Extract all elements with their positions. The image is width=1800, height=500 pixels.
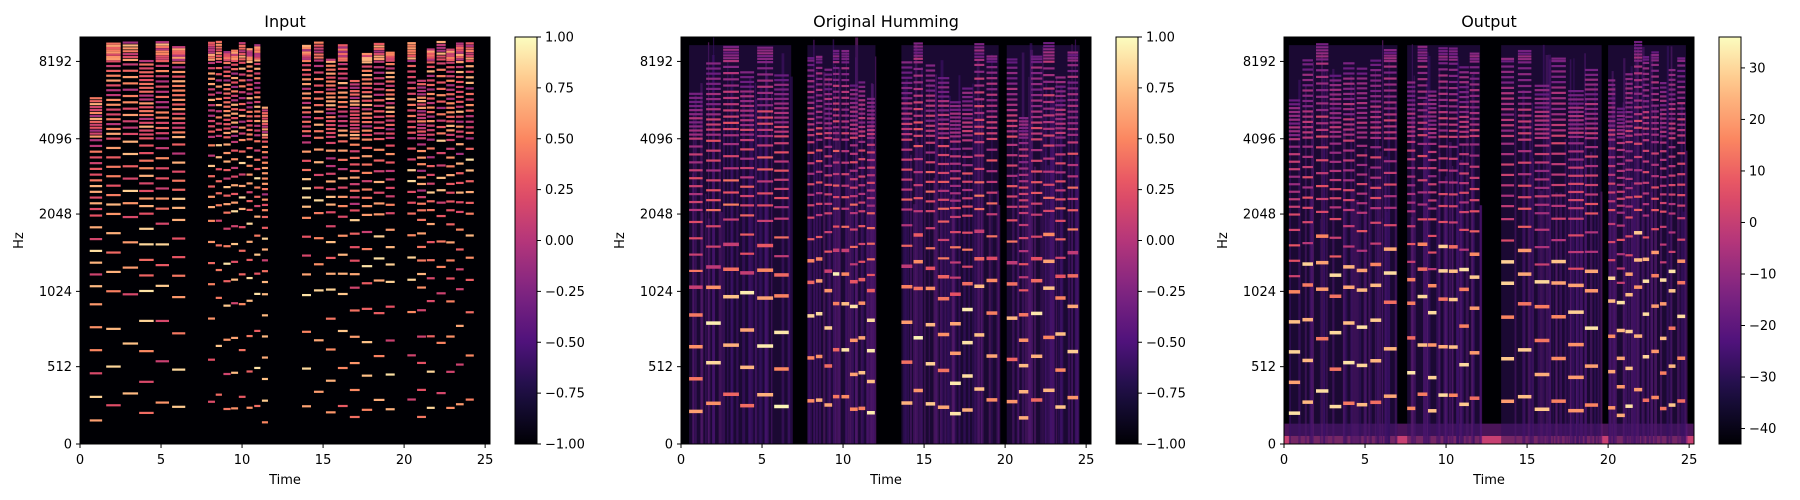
colorbar-tick-label: −1.00: [545, 438, 585, 453]
colorbar-tick-label: 20: [1749, 113, 1766, 128]
spectrogram-image: [89, 40, 474, 424]
colorbar-tick-label: −0.25: [545, 285, 585, 300]
y-tick-label: 2048: [1243, 208, 1276, 223]
colorbar-tick-label: 0.00: [1146, 234, 1175, 249]
colorbar-tick-label: 10: [1749, 164, 1766, 179]
x-tick-label: 5: [758, 453, 766, 468]
subplot-3: Output 0 5 10 15 20 25 Time 0 512 1024 2048 4096 8192…: [1216, 12, 1776, 488]
x-axis-label: Time: [1472, 473, 1505, 488]
colorbar-tick-label: 30: [1749, 61, 1766, 76]
plot-frame: [680, 36, 1092, 445]
y-tick-label: 4096: [1243, 132, 1276, 147]
x-tick-label: 10: [1438, 453, 1455, 468]
y-tick-label: 0: [1268, 438, 1276, 453]
x-tick-label: 10: [234, 453, 251, 468]
chart-title: Original Humming: [813, 12, 959, 31]
colorbar-tick-label: 0.25: [545, 183, 574, 198]
y-axis-label: Hz: [613, 232, 628, 249]
x-axis-label: Time: [869, 473, 902, 488]
colorbar-tick-label: 0.50: [1146, 132, 1175, 147]
colorbar-tick-label: 1.00: [545, 31, 574, 46]
x-tick-label: 5: [1361, 453, 1369, 468]
y-tick-label: 512: [1251, 360, 1276, 375]
y-tick-label: 512: [47, 360, 72, 375]
colorbar-tick-label: −0.50: [1146, 336, 1186, 351]
colorbar-tick-label: −20: [1749, 319, 1776, 334]
x-tick-label: 15: [315, 453, 332, 468]
x-tick-label: 15: [1519, 453, 1536, 468]
colorbar: 1.00 0.75 0.50 0.25 0.00 −0.25 −0.50 −0.75 −1.00: [1115, 31, 1186, 453]
x-tick-label: 10: [835, 453, 852, 468]
y-tick-label: 1024: [39, 285, 72, 300]
subplot-1: Input 0 5 10 15 20 25 Time 0 512 1024 2048 4096 8192 H…: [12, 12, 585, 488]
colorbar-tick-label: −0.75: [545, 387, 585, 402]
colorbar-tick-label: −0.75: [1146, 387, 1186, 402]
chart-title: Output: [1461, 12, 1517, 31]
y-tick-label: 0: [64, 438, 72, 453]
y-tick-label: 1024: [1243, 285, 1276, 300]
colorbar-tick-label: 1.00: [1146, 31, 1175, 46]
x-tick-label: 20: [997, 453, 1014, 468]
colorbar-tick-label: 0.75: [545, 81, 574, 96]
x-tick-label: 25: [1078, 453, 1095, 468]
y-tick-label: 8192: [39, 55, 72, 70]
chart-title: Input: [264, 12, 305, 31]
colorbar-gradient: [514, 36, 538, 445]
colorbar-gradient: [1115, 36, 1139, 445]
subplot-2: Original Humming 0 5 10 15 20 25 Time 0 512 1024 20…: [613, 12, 1186, 488]
y-tick-label: 4096: [640, 132, 673, 147]
x-axis-label: Time: [268, 473, 301, 488]
colorbar-tick-label: 0.75: [1146, 81, 1175, 96]
x-tick-label: 20: [1600, 453, 1617, 468]
y-tick-label: 8192: [1243, 55, 1276, 70]
colorbar-tick-label: 0: [1749, 216, 1757, 231]
y-tick-label: 1024: [640, 285, 673, 300]
y-tick-label: 512: [648, 360, 673, 375]
x-tick-label: 5: [157, 453, 165, 468]
y-tick-label: 8192: [640, 55, 673, 70]
colorbar-tick-label: −0.25: [1146, 285, 1186, 300]
colorbar-tick-label: −40: [1749, 422, 1776, 437]
x-tick-label: 20: [396, 453, 413, 468]
colorbar-tick-label: −30: [1749, 371, 1776, 386]
colorbar-tick-label: 0.25: [1146, 183, 1175, 198]
colorbar-tick-label: 0.00: [545, 234, 574, 249]
x-tick-label: 25: [477, 453, 494, 468]
x-tick-label: 0: [1280, 453, 1288, 468]
y-axis-label: Hz: [1216, 232, 1231, 249]
colorbar: 1.00 0.75 0.50 0.25 0.00 −0.25 −0.50 −0.75 −1.00: [514, 31, 585, 453]
plot-frame: [1283, 36, 1695, 445]
y-axis-label: Hz: [12, 232, 27, 249]
colorbar-tick-label: −0.50: [545, 336, 585, 351]
x-tick-label: 15: [916, 453, 933, 468]
colorbar: 30 20 10 0 −10 −20 −30 −40: [1718, 36, 1776, 445]
colorbar-tick-label: −1.00: [1146, 438, 1186, 453]
x-tick-label: 0: [76, 453, 84, 468]
colorbar-tick-label: 0.50: [545, 132, 574, 147]
x-tick-label: 0: [677, 453, 685, 468]
plot-frame: [79, 36, 491, 445]
colorbar-gradient: [1718, 36, 1742, 445]
y-tick-label: 2048: [39, 208, 72, 223]
y-tick-label: 0: [665, 438, 673, 453]
colorbar-tick-label: −10: [1749, 267, 1776, 282]
x-tick-label: 25: [1681, 453, 1698, 468]
spectrogram-image: [689, 37, 1080, 444]
y-tick-label: 2048: [640, 208, 673, 223]
y-tick-label: 4096: [39, 132, 72, 147]
spectrogram-image: [1284, 40, 1694, 444]
